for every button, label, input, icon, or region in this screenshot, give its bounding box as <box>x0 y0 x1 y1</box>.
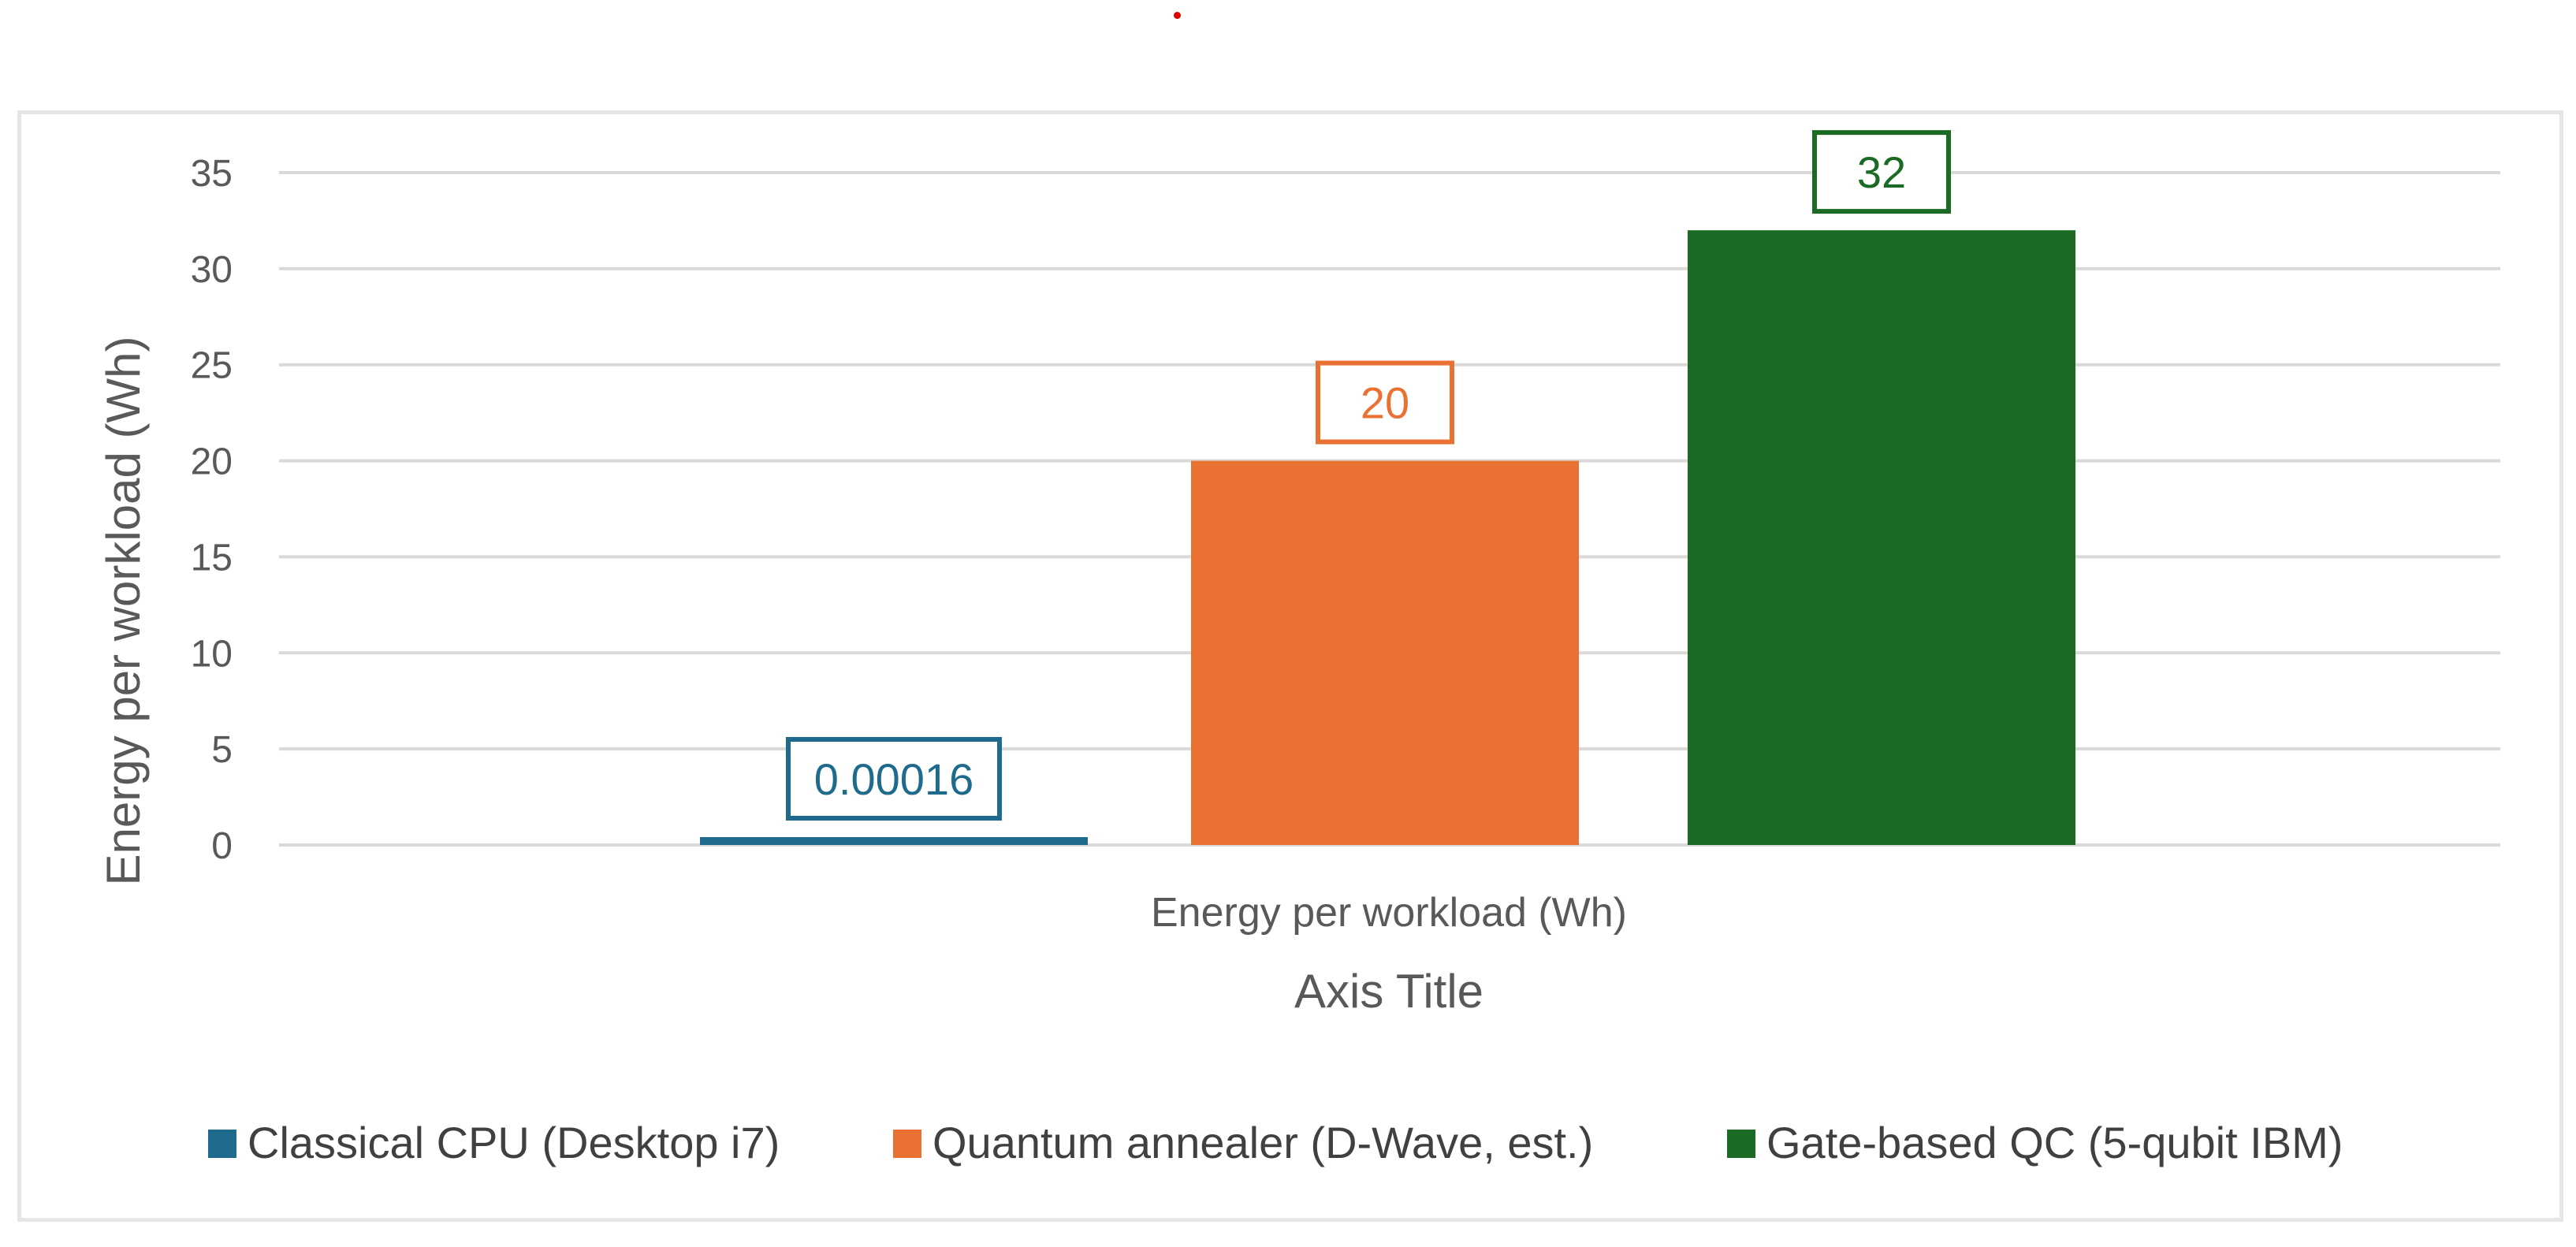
y-tick-label: 20 <box>191 441 233 483</box>
legend-swatch <box>1727 1130 1755 1158</box>
data-label: 32 <box>1857 147 1906 197</box>
legend-swatch <box>208 1130 236 1158</box>
legend-label: Classical CPU (Desktop i7) <box>248 1118 780 1167</box>
bar-1 <box>700 837 1088 845</box>
x-axis-title: Axis Title <box>1294 965 1483 1018</box>
y-tick-label: 15 <box>191 537 233 579</box>
bar-2 <box>1191 460 1579 845</box>
y-tick-label: 30 <box>191 249 233 291</box>
data-label-box <box>1812 130 1951 214</box>
y-tick-label: 5 <box>211 729 233 771</box>
legend-swatch <box>893 1130 921 1158</box>
y-axis-ticks: 0 5 10 15 20 25 30 35 <box>191 153 233 867</box>
data-label-box <box>786 737 1002 821</box>
chart-area: 0 5 10 15 20 25 30 35 Energy per workload (Wh) … <box>17 110 2563 1222</box>
y-tick-label: 10 <box>191 633 233 675</box>
bars <box>700 230 2075 846</box>
y-tick-label: 35 <box>191 153 233 195</box>
legend-label: Gate-based QC (5-qubit IBM) <box>1766 1118 2343 1167</box>
red-dot-marker <box>1174 12 1181 19</box>
y-tick-label: 0 <box>211 825 233 867</box>
data-label-box <box>1316 360 1454 445</box>
data-label: 20 <box>1361 378 1409 428</box>
data-labels: 0.00016 20 32 <box>786 130 1951 821</box>
data-label: 0.00016 <box>814 754 973 804</box>
bar-3 <box>1688 230 2075 846</box>
y-axis-title: Energy per workload (Wh) <box>97 337 150 886</box>
category-label: Energy per workload (Wh) <box>1151 890 1627 936</box>
legend-label: Quantum annealer (D-Wave, est.) <box>932 1118 1593 1167</box>
legend: Classical CPU (Desktop i7) Quantum anneal… <box>208 1118 2343 1167</box>
y-tick-label: 25 <box>191 345 233 387</box>
